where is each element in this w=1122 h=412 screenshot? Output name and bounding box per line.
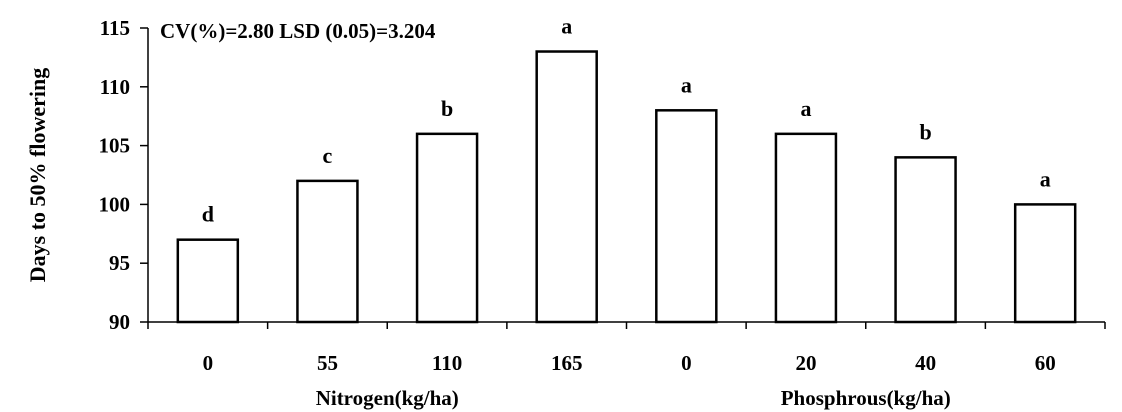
- x-tick-label: 0: [203, 351, 214, 375]
- y-tick-label: 95: [109, 251, 130, 275]
- bar: [774, 132, 838, 324]
- y-axis-tick-labels: 90 95 100 105 110 115: [99, 16, 131, 334]
- y-tick-label: 110: [100, 75, 130, 99]
- x-tick-label: 110: [432, 351, 462, 375]
- x-tick-label: 55: [317, 351, 338, 375]
- bars: [176, 50, 1077, 324]
- significance-letter: b: [919, 119, 931, 144]
- x-tick-label: 0: [681, 351, 692, 375]
- stats-annotation: CV(%)=2.80 LSD (0.05)=3.204: [160, 19, 436, 43]
- group-label: Nitrogen(kg/ha): [316, 386, 459, 410]
- bar: [176, 238, 240, 324]
- significance-letter: a: [561, 14, 572, 39]
- y-tick-label: 100: [99, 192, 131, 216]
- group-label: Phosphrous(kg/ha): [781, 386, 951, 410]
- x-tick-label: 165: [551, 351, 583, 375]
- bar: [655, 109, 718, 324]
- bar: [535, 50, 598, 324]
- y-tick-label: 90: [109, 310, 130, 334]
- bar: [296, 179, 359, 324]
- y-tick-label: 105: [99, 134, 131, 158]
- x-tick-label: 60: [1035, 351, 1056, 375]
- x-tick-label: 40: [915, 351, 936, 375]
- significance-letter: a: [681, 72, 692, 97]
- y-tick-label: 115: [100, 16, 130, 40]
- x-tick-label: 20: [795, 351, 816, 375]
- significance-letter: c: [323, 143, 333, 168]
- x-axis-ticks: [147, 322, 1106, 329]
- significance-letter: b: [441, 96, 453, 121]
- y-axis-ticks: [140, 27, 148, 323]
- significance-letter: d: [202, 202, 214, 227]
- significance-letters: d c b a a a b a: [202, 14, 1051, 227]
- bar: [1013, 203, 1077, 324]
- x-axis-tick-labels: 0 55 110 165 0 20 40 60: [203, 351, 1056, 375]
- significance-letter: a: [800, 96, 811, 121]
- bar: [894, 156, 957, 324]
- x-group-labels: Nitrogen(kg/ha) Phosphrous(kg/ha): [316, 386, 951, 410]
- significance-letter: a: [1040, 166, 1051, 191]
- y-axis-label: Days to 50% flowering: [25, 68, 50, 282]
- bar: [415, 132, 479, 324]
